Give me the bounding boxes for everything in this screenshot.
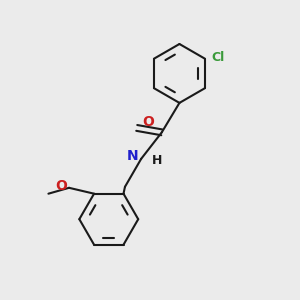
Text: N: N <box>127 149 139 164</box>
Text: O: O <box>56 179 68 193</box>
Text: Cl: Cl <box>212 51 225 64</box>
Text: H: H <box>152 154 162 167</box>
Text: O: O <box>142 115 154 129</box>
